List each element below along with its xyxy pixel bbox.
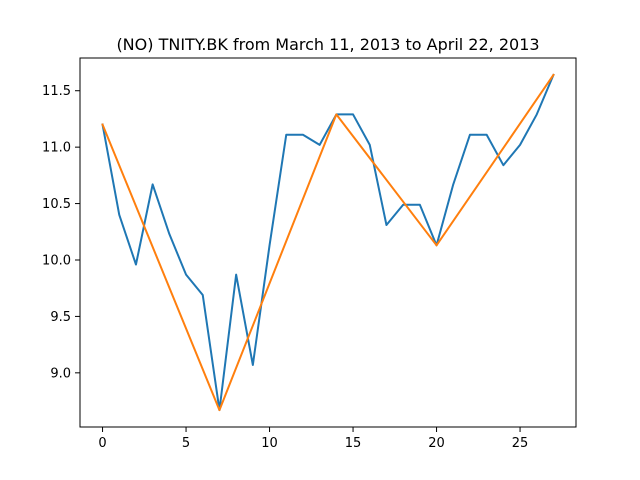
series-line-2	[101, 73, 555, 412]
chart-title: (NO) TNITY.BK from March 11, 2013 to Apr…	[116, 35, 539, 54]
y-tick-label: 9.5	[50, 310, 71, 325]
x-tick-label: 15	[345, 436, 362, 451]
y-tick-label: 11.5	[42, 84, 71, 99]
plot-frame	[79, 57, 577, 428]
y-tick-label: 9.0	[50, 366, 71, 381]
y-tick-label: 11.0	[42, 141, 71, 156]
axes: 0 5 10 15 20 25 9.0 9.5 10.0 10.5 11.0 11.5	[42, 57, 577, 451]
series-layer	[101, 73, 555, 412]
x-tick-label: 5	[182, 436, 190, 451]
y-tick-label: 10.5	[42, 197, 71, 212]
x-tick-label: 0	[98, 436, 106, 451]
x-tick-label: 25	[512, 436, 529, 451]
x-tick-label: 20	[428, 436, 445, 451]
y-tick-label: 10.0	[42, 253, 71, 268]
series-line-1	[101, 73, 555, 412]
x-tick-label: 10	[261, 436, 278, 451]
